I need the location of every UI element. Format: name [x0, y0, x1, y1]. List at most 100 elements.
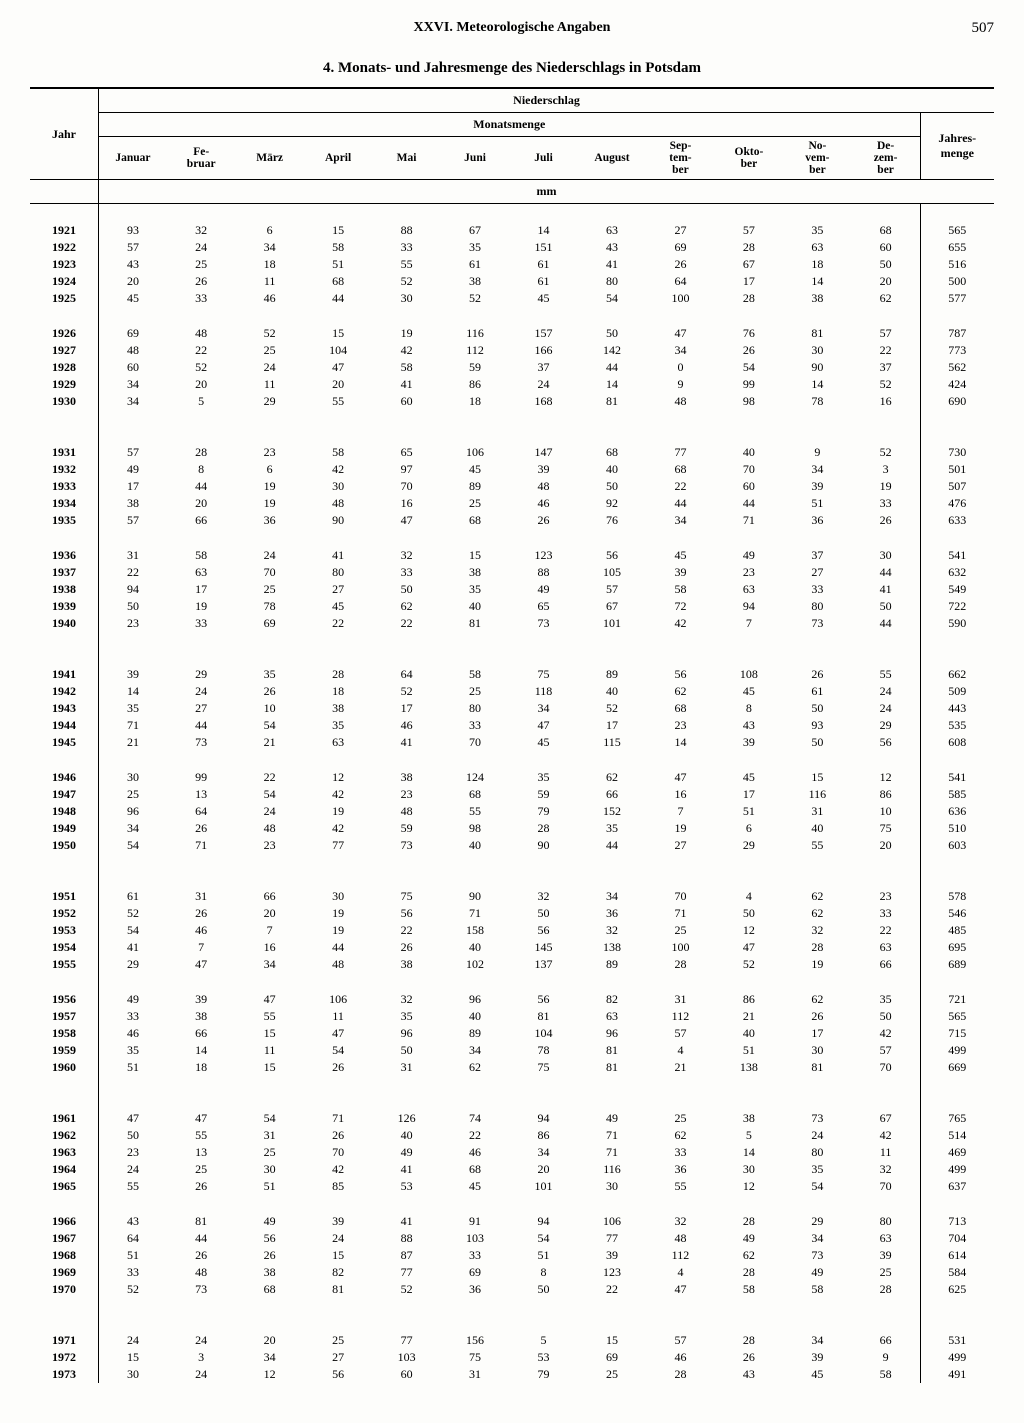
cell-value: 27 [783, 564, 851, 581]
cell-value: 68 [235, 1281, 303, 1298]
cell-value: 7 [167, 939, 235, 956]
cell-value: 43 [715, 1366, 783, 1383]
cell-value: 35 [578, 820, 646, 837]
cell-year: 1930 [30, 393, 98, 410]
cell-value: 47 [235, 991, 303, 1008]
cell-value: 94 [715, 598, 783, 615]
cell-value: 166 [509, 342, 577, 359]
cell-value: 82 [578, 991, 646, 1008]
cell-value: 26 [167, 905, 235, 922]
cell-value: 73 [783, 1247, 851, 1264]
table-row: 195529473448381021378928521966689 [30, 956, 994, 973]
cell-value: 38 [441, 564, 509, 581]
cell-value: 49 [783, 1264, 851, 1281]
cell-value: 11 [235, 273, 303, 290]
cell-value: 22 [852, 922, 920, 939]
cell-value: 40 [372, 1127, 440, 1144]
cell-value: 26 [167, 1247, 235, 1264]
cell-value: 61 [441, 256, 509, 273]
cell-value: 39 [304, 1213, 372, 1230]
cell-total: 535 [920, 717, 994, 734]
table-row: 1939501978456240656772948050722 [30, 598, 994, 615]
cell-value: 105 [578, 564, 646, 581]
cell-value: 60 [372, 1366, 440, 1383]
table-row: 19463099221238124356247451512541 [30, 769, 994, 786]
cell-value: 13 [167, 786, 235, 803]
cell-value: 56 [852, 734, 920, 751]
cell-value: 42 [304, 820, 372, 837]
cell-value: 100 [646, 939, 714, 956]
cell-value: 96 [98, 803, 166, 820]
cell-value: 22 [372, 922, 440, 939]
cell-value: 63 [578, 222, 646, 239]
cell-value: 92 [578, 495, 646, 512]
cell-year: 1934 [30, 495, 98, 512]
cell-value: 87 [372, 1247, 440, 1264]
cell-value: 15 [304, 1247, 372, 1264]
cell-value: 49 [509, 581, 577, 598]
cell-value: 51 [235, 1178, 303, 1195]
cell-value: 39 [167, 991, 235, 1008]
cell-value: 44 [304, 290, 372, 307]
cell-value: 60 [852, 239, 920, 256]
cell-value: 78 [783, 393, 851, 410]
cell-value: 71 [646, 905, 714, 922]
cell-value: 45 [304, 598, 372, 615]
cell-value: 44 [167, 478, 235, 495]
cell-value: 145 [509, 939, 577, 956]
cell-value: 69 [441, 1264, 509, 1281]
cell-value: 11 [235, 376, 303, 393]
cell-value: 62 [783, 905, 851, 922]
cell-value: 39 [783, 1349, 851, 1366]
cell-year: 1928 [30, 359, 98, 376]
cell-value: 44 [646, 495, 714, 512]
table-row: 19225724345833351514369286360655 [30, 239, 994, 256]
cell-value: 20 [852, 837, 920, 854]
cell-value: 35 [372, 1008, 440, 1025]
cell-value: 19 [167, 598, 235, 615]
cell-value: 46 [509, 495, 577, 512]
cell-value: 28 [715, 1264, 783, 1281]
cell-value: 26 [783, 666, 851, 683]
cell-value: 28 [715, 290, 783, 307]
cell-value: 20 [98, 273, 166, 290]
cell-value: 24 [167, 1366, 235, 1383]
cell-value: 75 [509, 1059, 577, 1076]
cell-value: 62 [646, 683, 714, 700]
cell-value: 52 [98, 1281, 166, 1298]
table-row: 1933174419307089485022603919507 [30, 478, 994, 495]
cell-value: 11 [235, 1042, 303, 1059]
cell-value: 104 [509, 1025, 577, 1042]
cell-value: 61 [783, 683, 851, 700]
cell-value: 97 [372, 461, 440, 478]
cell-value: 49 [98, 461, 166, 478]
cell-value: 62 [372, 598, 440, 615]
cell-value: 20 [304, 376, 372, 393]
cell-year: 1949 [30, 820, 98, 837]
cell-value: 103 [441, 1230, 509, 1247]
cell-value: 26 [167, 820, 235, 837]
cell-value: 29 [783, 1213, 851, 1230]
cell-value: 89 [578, 956, 646, 973]
cell-value: 75 [441, 1349, 509, 1366]
cell-value: 62 [578, 769, 646, 786]
cell-value: 54 [304, 1042, 372, 1059]
cell-value: 36 [646, 1161, 714, 1178]
cell-value: 44 [304, 939, 372, 956]
cell-value: 50 [578, 478, 646, 495]
cell-value: 43 [98, 1213, 166, 1230]
cell-value: 58 [441, 666, 509, 683]
cell-total: 773 [920, 342, 994, 359]
table-row: 19676444562488103547748493463704 [30, 1230, 994, 1247]
cell-value: 33 [372, 239, 440, 256]
cell-value: 15 [235, 1025, 303, 1042]
col-month: No- vem- ber [783, 137, 851, 180]
cell-value: 108 [715, 666, 783, 683]
cell-value: 11 [852, 1144, 920, 1161]
cell-total: 614 [920, 1247, 994, 1264]
cell-total: 499 [920, 1161, 994, 1178]
cell-value: 35 [441, 239, 509, 256]
cell-value: 50 [852, 256, 920, 273]
cell-value: 71 [578, 1127, 646, 1144]
cell-year: 1937 [30, 564, 98, 581]
